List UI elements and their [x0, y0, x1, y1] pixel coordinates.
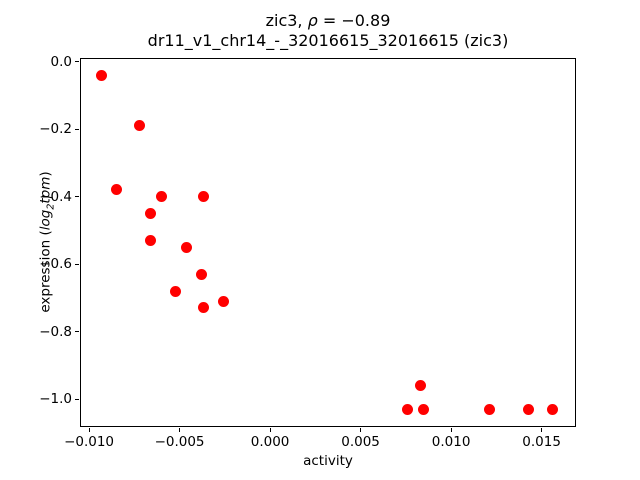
y-tick-mark — [75, 128, 79, 130]
x-tick-label: −0.010 — [64, 434, 115, 450]
data-point — [145, 207, 157, 219]
chart-title: zic3, ρ = −0.89 — [80, 11, 576, 31]
y-tick-label: 0.0 — [50, 53, 72, 70]
x-tick-mark — [88, 428, 90, 432]
x-tick-label: 0.000 — [250, 434, 290, 450]
y-label-log: log — [37, 209, 54, 231]
y-tick-label: −0.8 — [39, 323, 72, 340]
y-label-subscript: 2 — [45, 203, 57, 210]
y-tick-label: −0.2 — [39, 121, 72, 138]
x-tick-mark — [360, 428, 362, 432]
data-point — [523, 403, 535, 415]
y-tick-mark — [75, 61, 79, 63]
data-point — [483, 403, 495, 415]
data-point — [96, 69, 108, 81]
plot-area — [80, 58, 576, 427]
data-point — [197, 191, 209, 203]
x-tick-label: −0.005 — [154, 434, 205, 450]
data-point — [418, 403, 430, 415]
y-tick-label: −0.6 — [39, 256, 72, 273]
y-tick-mark — [75, 331, 79, 333]
chart-title-block: zic3, ρ = −0.89 dr11_v1_chr14_-_32016615… — [80, 11, 576, 51]
x-tick-mark — [269, 428, 271, 432]
y-axis-label-text: expression (log2tpm) — [38, 171, 57, 312]
y-tick-label: −1.0 — [39, 391, 72, 407]
data-point — [145, 234, 157, 246]
data-point — [217, 295, 229, 307]
y-label-suffix: ) — [37, 171, 54, 177]
data-point — [414, 380, 426, 391]
y-tick-mark — [75, 196, 79, 198]
x-tick-label: 0.005 — [341, 434, 380, 450]
title-gene-text: zic3, — [265, 11, 308, 30]
data-point — [195, 268, 207, 280]
title-correlation-value: = −0.89 — [317, 11, 391, 30]
data-point — [134, 120, 146, 132]
data-point — [155, 191, 167, 203]
title-rho-symbol: ρ — [307, 11, 318, 30]
chart-subtitle: dr11_v1_chr14_-_32016615_32016615 (zic3) — [147, 31, 509, 50]
x-tick-mark — [541, 428, 543, 432]
data-point — [546, 403, 558, 415]
data-point — [170, 285, 182, 297]
x-tick-label: 0.010 — [431, 434, 471, 450]
y-label-tpm: tpm — [37, 176, 54, 204]
x-tick-mark — [450, 428, 452, 432]
data-point — [402, 403, 414, 415]
y-tick-mark — [75, 263, 79, 265]
x-tick-mark — [179, 428, 181, 432]
data-point — [197, 302, 209, 314]
x-tick-label: 0.015 — [522, 434, 561, 450]
data-point — [181, 241, 193, 253]
y-tick-label: −0.4 — [39, 188, 72, 205]
data-point — [110, 184, 122, 196]
y-label-prefix: expression ( — [37, 230, 54, 313]
y-tick-mark — [75, 398, 79, 400]
x-axis-label: activity — [303, 453, 353, 469]
